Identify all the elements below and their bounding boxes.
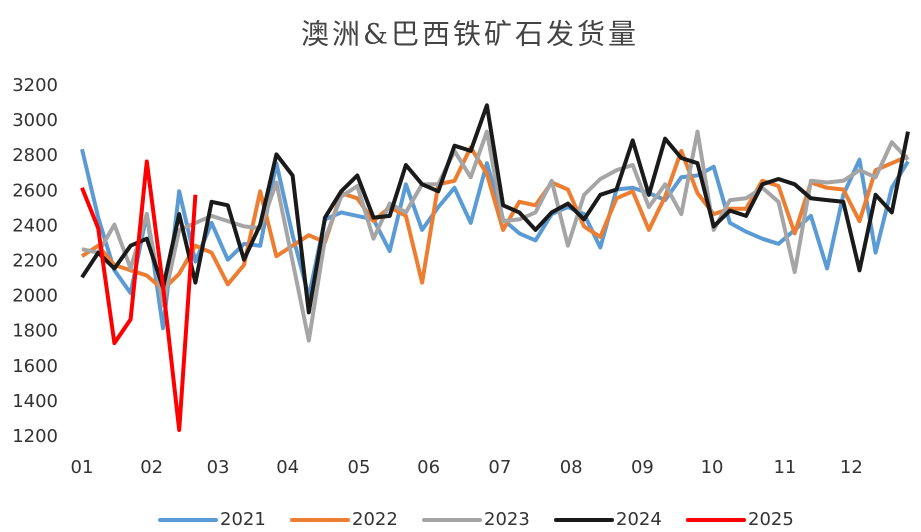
y-tick-label: 2400 xyxy=(12,215,58,236)
y-tick-label: 2600 xyxy=(12,180,58,201)
legend-label: 2023 xyxy=(484,509,530,530)
y-tick-label: 2800 xyxy=(12,145,58,166)
y-tick-label: 1400 xyxy=(12,391,58,412)
chart-title: 澳洲&巴西铁矿石发货量 xyxy=(301,18,639,51)
x-tick-label: 04 xyxy=(276,457,299,478)
y-tick-label: 2000 xyxy=(12,286,58,307)
x-tick-label: 06 xyxy=(417,457,440,478)
y-tick-label: 1200 xyxy=(12,426,58,447)
y-tick-label: 1800 xyxy=(12,321,58,342)
x-tick-label: 09 xyxy=(631,457,654,478)
y-tick-label: 2200 xyxy=(12,251,58,272)
x-tick-label: 05 xyxy=(348,457,371,478)
x-tick-label: 08 xyxy=(560,457,583,478)
legend-label: 2021 xyxy=(220,509,266,530)
y-tick-label: 3000 xyxy=(12,110,58,131)
series-line xyxy=(80,159,198,432)
legend-label: 2022 xyxy=(352,509,398,530)
x-tick-label: 12 xyxy=(840,457,863,478)
y-tick-label: 1600 xyxy=(12,356,58,377)
legend-label: 2024 xyxy=(616,509,662,530)
legend-label: 2025 xyxy=(748,509,794,530)
x-tick-label: 03 xyxy=(207,457,230,478)
x-tick-label: 01 xyxy=(71,457,94,478)
series-line xyxy=(81,129,910,343)
x-tick-label: 02 xyxy=(140,457,163,478)
series-line xyxy=(80,103,910,315)
y-tick-label: 3200 xyxy=(12,75,58,96)
series-line xyxy=(80,148,910,331)
x-tick-label: 07 xyxy=(488,457,511,478)
x-tick-label: 10 xyxy=(701,457,724,478)
x-tick-label: 11 xyxy=(773,457,796,478)
